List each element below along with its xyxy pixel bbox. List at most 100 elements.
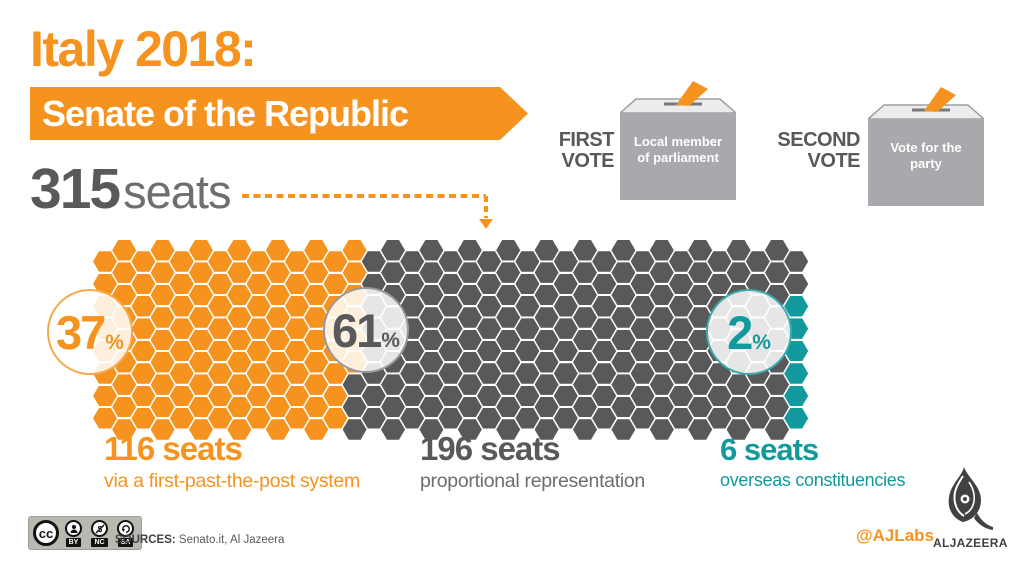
seat-hexagon <box>381 262 405 283</box>
seat-hexagon <box>304 240 329 261</box>
seat-hexagon <box>477 273 501 295</box>
seat-hexagon <box>515 408 540 429</box>
seat-hexagon <box>477 385 501 407</box>
seat-hexagon <box>534 419 559 440</box>
seat-hexagon <box>553 273 578 295</box>
overseas-percent-badge: 2 % <box>706 289 792 375</box>
seat-hexagon <box>246 385 271 407</box>
seat-hexagon <box>592 318 617 339</box>
seat-hexagon <box>784 408 809 429</box>
seat-hexagon <box>611 352 636 373</box>
seat-hexagon <box>553 385 578 407</box>
overseas-label-group: 6 seats overseas constituencies <box>720 432 906 491</box>
seat-hexagon <box>553 408 578 429</box>
seat-hexagon <box>573 329 597 351</box>
seat-hexagon <box>553 318 578 339</box>
seat-hexagon <box>630 340 655 362</box>
seat-hexagon <box>265 262 290 283</box>
seat-hexagon <box>419 329 444 351</box>
seat-hexagon <box>189 240 213 261</box>
seat-hexagon <box>304 396 329 418</box>
cc-nc-dollar-icon: $ <box>91 520 108 537</box>
seat-hexagon <box>496 307 521 328</box>
cc-by-item: BY <box>62 520 85 547</box>
seat-hexagon <box>573 284 597 306</box>
seat-hexagon <box>726 262 751 283</box>
seat-hexagon <box>323 273 348 295</box>
seat-hexagon <box>784 385 809 407</box>
seat-hexagon <box>611 307 636 328</box>
seat-hexagon <box>688 262 713 283</box>
ballot-box-text: Local member of parliament <box>633 134 723 165</box>
seat-hexagon <box>112 396 137 418</box>
seat-hexagon <box>400 251 425 272</box>
seat-hexagon <box>304 329 329 351</box>
second-vote-label: SECOND VOTE <box>777 129 860 172</box>
seat-hexagon <box>649 284 674 306</box>
seat-hexagon <box>342 419 367 440</box>
seat-hexagon <box>438 340 463 362</box>
seat-hexagon <box>189 396 213 418</box>
seat-hexagon <box>784 363 809 384</box>
seat-hexagon <box>688 240 713 261</box>
seat-hexagon <box>285 363 309 384</box>
seat-hexagon <box>534 374 559 395</box>
seat-hexagon <box>477 296 501 317</box>
seat-hexagon <box>669 296 693 317</box>
seat-hexagon <box>553 251 578 272</box>
seat-hexagon <box>93 408 117 429</box>
seat-hexagon <box>150 374 175 395</box>
seat-hexagon <box>649 307 674 328</box>
seat-hexagon <box>630 408 655 429</box>
seat-hexagon <box>93 273 117 295</box>
seat-hexagon <box>649 374 674 395</box>
seat-hexagon <box>765 419 789 440</box>
seat-hexagon <box>477 340 501 362</box>
seat-hexagon <box>381 396 405 418</box>
seat-hexagon <box>457 284 482 306</box>
seat-hexagon <box>573 262 597 283</box>
seat-hexagon <box>496 352 521 373</box>
proportional-percent-badge: 61 % <box>323 287 409 373</box>
fptp-seats-label: 116 seats <box>104 430 243 467</box>
seat-hexagon <box>438 273 463 295</box>
seat-hexagon <box>189 284 213 306</box>
seat-hexagon <box>419 374 444 395</box>
seat-hexagon <box>208 296 233 317</box>
seat-hexagon <box>477 408 501 429</box>
seat-hexagon <box>227 307 252 328</box>
seat-hexagon <box>169 318 194 339</box>
seat-hexagon <box>285 385 309 407</box>
seat-hexagon <box>688 374 713 395</box>
seat-hexagon <box>438 251 463 272</box>
seat-hexagon <box>189 307 213 328</box>
seat-hexagon <box>227 262 252 283</box>
seat-hexagon <box>669 251 693 272</box>
seat-hexagon <box>304 352 329 373</box>
seat-hexagon <box>265 396 290 418</box>
seat-hexagon <box>93 385 117 407</box>
seat-hexagon <box>189 352 213 373</box>
seat-hexagon <box>189 329 213 351</box>
seat-hexagon <box>669 318 693 339</box>
seat-hexagon <box>457 329 482 351</box>
sources-value: Senato.it, Al Jazeera <box>178 534 285 546</box>
cc-icon: cc <box>33 520 59 546</box>
seat-hexagon <box>553 363 578 384</box>
seat-hexagon <box>112 240 137 261</box>
seat-hexagon <box>112 262 137 283</box>
seat-hexagon <box>304 307 329 328</box>
seat-hexagon <box>765 240 789 261</box>
seat-hexagon <box>246 273 271 295</box>
seat-hexagon <box>669 340 693 362</box>
seat-hexagon <box>515 340 540 362</box>
seat-hexagon <box>611 329 636 351</box>
seat-hexagon <box>726 374 751 395</box>
seat-hexagon <box>265 307 290 328</box>
seat-hexagon <box>438 408 463 429</box>
seat-hexagon <box>265 374 290 395</box>
cc-license-badge: cc BY $ NC <box>28 516 142 550</box>
seat-hexagon <box>784 273 809 295</box>
subtitle-banner: Senate of the Republic <box>30 87 528 140</box>
